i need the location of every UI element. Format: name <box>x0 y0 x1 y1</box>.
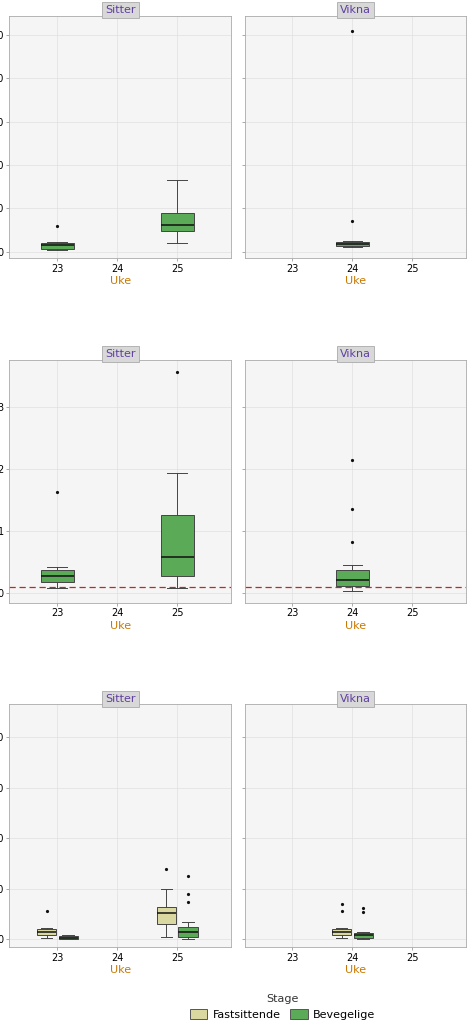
X-axis label: Uke: Uke <box>345 966 366 975</box>
Bar <box>336 569 369 586</box>
Title: Vikna: Vikna <box>340 693 371 704</box>
Title: Sitter: Sitter <box>105 349 136 359</box>
Title: Sitter: Sitter <box>105 693 136 704</box>
Bar <box>336 242 369 246</box>
Legend: Fastsittende, Bevegelige: Fastsittende, Bevegelige <box>185 989 380 1025</box>
Title: Vikna: Vikna <box>340 5 371 14</box>
X-axis label: Uke: Uke <box>110 276 131 287</box>
Title: Vikna: Vikna <box>340 349 371 359</box>
Bar <box>37 929 56 936</box>
Bar <box>157 907 176 924</box>
Bar <box>161 212 194 231</box>
Bar <box>354 934 373 938</box>
Bar <box>161 515 194 576</box>
Bar <box>41 569 74 582</box>
X-axis label: Uke: Uke <box>110 621 131 631</box>
Bar <box>41 243 74 249</box>
Bar <box>332 929 351 935</box>
X-axis label: Uke: Uke <box>345 621 366 631</box>
Bar <box>179 926 198 937</box>
Title: Sitter: Sitter <box>105 5 136 14</box>
X-axis label: Uke: Uke <box>345 276 366 287</box>
X-axis label: Uke: Uke <box>110 966 131 975</box>
Bar <box>58 937 78 939</box>
